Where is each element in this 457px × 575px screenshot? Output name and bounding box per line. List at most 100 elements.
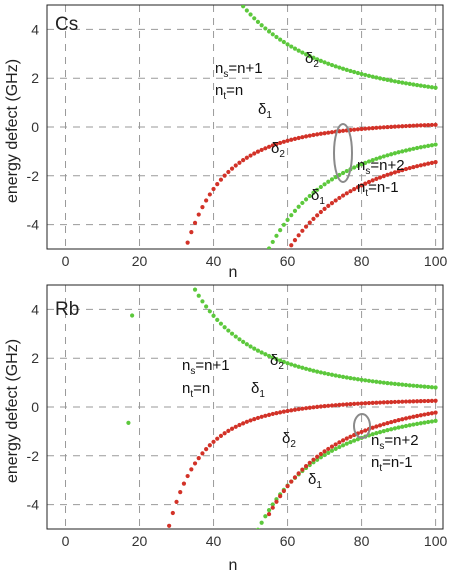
data-point-red <box>307 460 312 465</box>
data-point-red <box>352 127 357 132</box>
chart-panel-cs: 0 20 40 60 80 100 -4 -2 0 2 4 n energy defect (GHz) C… <box>4 4 447 281</box>
data-point-red <box>355 127 360 132</box>
data-point-green <box>355 70 360 76</box>
chart-panel-rb: 0 20 40 60 80 100 -4 -2 0 2 4 n energy defect (GHz) R… <box>4 284 447 574</box>
data-point-red <box>185 240 190 245</box>
data-point-red <box>385 400 390 405</box>
data-point-red <box>311 457 316 462</box>
annotation-part: 1 <box>319 196 325 207</box>
data-point-green <box>329 372 335 377</box>
data-point-green <box>303 52 309 57</box>
data-point-red <box>337 195 342 201</box>
data-point-red <box>352 187 357 192</box>
data-point-red <box>248 418 253 423</box>
data-point-red <box>344 402 349 407</box>
data-point-red <box>329 444 335 449</box>
data-point-green <box>426 84 431 89</box>
data-point-green <box>392 426 397 431</box>
data-point-green <box>422 144 427 149</box>
data-point-green <box>289 44 294 49</box>
data-point-red <box>204 447 209 452</box>
data-point-green <box>259 23 264 28</box>
data-point-red <box>229 426 235 431</box>
data-point-red <box>215 182 220 187</box>
data-point-green <box>381 77 386 82</box>
data-point-red <box>303 224 309 229</box>
data-point-red <box>270 411 275 417</box>
data-point-red <box>218 177 224 182</box>
data-point-green <box>315 187 320 192</box>
data-point-red <box>392 170 397 175</box>
data-point-red <box>303 406 309 411</box>
annotation-part: =n+1 <box>228 60 262 77</box>
y-tick-label: -4 <box>27 497 40 513</box>
data-point-red <box>303 464 309 469</box>
data-point-green <box>326 371 331 377</box>
data-point-red <box>333 198 338 203</box>
data-point-green <box>377 380 383 385</box>
plot-frame <box>46 4 444 250</box>
data-point-green <box>392 151 397 156</box>
data-point-red <box>414 413 420 419</box>
x-tick-label: 40 <box>206 533 222 549</box>
annotation-part: 2 <box>313 59 319 70</box>
data-point-green <box>329 448 335 453</box>
annotation-part: δ <box>308 471 316 488</box>
data-point-green <box>340 66 346 71</box>
data-point-green <box>278 228 283 233</box>
data-point-red <box>315 132 320 137</box>
annotation-text: ns=n+1 <box>182 357 230 377</box>
data-point-green <box>248 12 253 17</box>
data-point-green <box>400 424 405 429</box>
data-point-green <box>407 423 412 428</box>
data-point-red <box>192 220 198 225</box>
data-point-green <box>381 428 386 434</box>
data-point-red <box>274 142 279 147</box>
x-tick-label: 0 <box>62 253 70 269</box>
data-point-red <box>363 401 368 406</box>
data-point-green <box>252 16 257 21</box>
data-point-green <box>400 382 405 387</box>
data-point-red <box>281 488 286 494</box>
annotation-part: n <box>215 60 223 77</box>
data-point-red <box>418 399 423 404</box>
data-point-red <box>389 399 394 405</box>
x-tick-label: 100 <box>424 253 448 269</box>
data-point-green <box>337 65 342 70</box>
data-point-green <box>285 217 290 222</box>
data-point-red <box>200 205 205 210</box>
annotation-part: t <box>223 91 226 102</box>
data-point-green <box>344 441 349 446</box>
data-point-red <box>226 169 231 175</box>
data-point-green <box>233 334 238 339</box>
data-point-green <box>281 359 286 364</box>
data-point-green <box>307 193 312 199</box>
annotation-part: n <box>371 432 379 449</box>
data-point-red <box>414 164 420 169</box>
data-point-red <box>422 162 427 167</box>
data-point-green <box>433 418 438 424</box>
annotation-text: ns=n+2 <box>371 432 419 452</box>
grouping-ellipse <box>333 123 353 183</box>
data-point-red <box>274 411 279 416</box>
data-point-red <box>348 402 353 407</box>
data-point-green <box>411 82 416 87</box>
data-point-green <box>352 69 357 75</box>
data-point-red <box>389 171 394 176</box>
data-point-red <box>340 128 346 133</box>
annotation-part: n <box>182 357 190 374</box>
annotation-part: δ <box>305 50 313 67</box>
y-tick-label: -4 <box>27 217 40 233</box>
data-point-red <box>300 406 305 411</box>
data-point-green <box>352 438 357 443</box>
data-point-green <box>296 204 301 209</box>
y-tick-label: 2 <box>31 350 39 366</box>
data-point-red <box>218 433 224 438</box>
data-point-green <box>426 384 431 390</box>
data-point-red <box>429 398 434 403</box>
data-point-red <box>340 402 346 407</box>
data-point-red <box>263 146 268 151</box>
data-point-red <box>329 403 335 408</box>
data-point-red <box>392 399 397 405</box>
data-point-red <box>233 163 238 168</box>
